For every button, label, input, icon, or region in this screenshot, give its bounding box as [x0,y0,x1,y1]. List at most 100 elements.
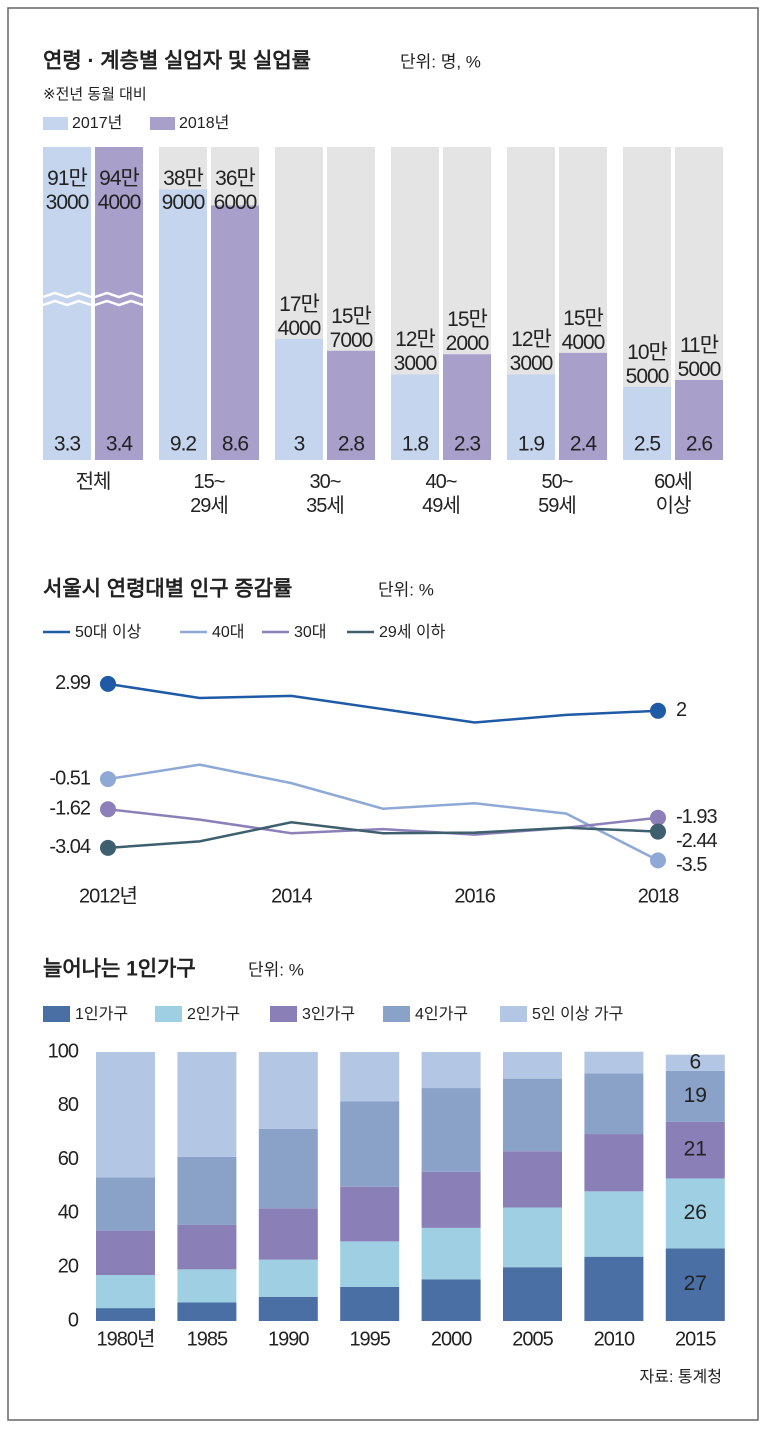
rate-label: 3.4 [106,433,134,456]
bar-segment [340,1101,400,1187]
frame [7,7,759,1421]
bar-segment [503,1207,562,1268]
y-tick-label: 60 [58,1148,79,1170]
bar-segment [665,1178,725,1249]
rate-label: 9.2 [170,433,197,456]
x-tick-label: 1995 [349,1328,390,1350]
bar-segment [258,1208,318,1260]
line [107,682,659,724]
legend-label: 2017년 [72,114,122,132]
x-tick-label: 15~ 29세 [190,471,229,517]
bar-segment [258,1259,318,1297]
data-label: -0.51 [49,767,90,789]
bar-segment [258,1052,318,1129]
value-label: 15만 4000 [561,306,606,354]
bar-segment [421,1052,481,1089]
y-tick-label: 40 [58,1202,79,1224]
data-label: 2.99 [55,672,91,694]
data-label: -3.5 [676,854,707,876]
bar-segment [96,1177,155,1231]
x-tick-label: 1990 [268,1328,309,1350]
bar-segment [258,1128,318,1209]
rate-label: 3.3 [54,433,81,456]
bar-segment [96,1230,155,1276]
rate-label: 2.8 [338,433,365,456]
bar [211,205,259,460]
bar-segment [177,1224,237,1270]
bar-segment [177,1302,237,1321]
bar-segment [503,1052,562,1079]
value-label: 15만 7000 [329,304,374,352]
rate-label: 8.6 [222,433,249,456]
x-tick-label: 2018 [638,885,679,907]
y-tick-label: 80 [58,1094,79,1116]
bar [623,386,671,460]
x-tick-label: 1985 [187,1328,228,1350]
bar-segment [665,1121,725,1179]
data-label: 26 [684,1201,707,1224]
point [650,823,666,840]
axis-break [94,291,144,299]
point [650,809,666,826]
bar-segment [340,1286,400,1321]
bar [391,374,439,460]
rate-label: 2.3 [454,433,481,456]
point [100,801,116,818]
x-tick-label: 40~ 49세 [422,471,461,517]
value-label: 17만 4000 [277,292,322,340]
bar [675,380,723,460]
bar-segment [584,1051,644,1074]
value-label: 94만 4000 [97,167,142,214]
bar [443,354,491,460]
bar [275,338,323,460]
legend-swatch [270,1006,297,1022]
bar-segment [258,1296,318,1321]
y-tick-label: 20 [58,1255,79,1277]
data-label: 2 [676,699,687,721]
x-tick-label: 전체 [75,471,112,493]
rate-label: 2.4 [570,433,598,456]
value-label: 36만 6000 [213,167,258,214]
legend-swatch [155,1006,182,1022]
rate-label: 1.8 [402,433,429,456]
note: ※전년 동월 대비 [43,86,147,103]
rate-label: 3 [294,433,305,456]
chart-title: 서울시 연령대별 인구 증감률 [43,578,292,601]
point [650,852,666,869]
data-label: 6 [689,1050,701,1073]
chart-title: 늘어나는 1인가구 [43,958,196,981]
line [107,808,659,836]
bar-segment [421,1279,481,1321]
point [100,839,116,856]
data-label: -1.62 [49,798,90,820]
y-tick-label: 100 [48,1040,79,1062]
rate-label: 2.6 [686,433,713,456]
bar-segment [96,1275,155,1309]
legend-swatch [383,1006,410,1022]
axis-break [42,291,92,299]
bar-segment [421,1227,481,1280]
bar-segment [96,1308,155,1321]
line [107,763,659,862]
bar-segment [503,1151,562,1208]
value-label: 91만 3000 [45,167,90,214]
bar-segment [665,1070,725,1122]
legend-label: 30대 [294,623,327,641]
bar-segment [665,1054,725,1071]
bar-segment [421,1171,481,1228]
bar-segment [584,1134,644,1192]
bar [159,189,207,460]
bar-segment [340,1052,400,1102]
data-label: 21 [684,1138,707,1161]
value-label: 10만 5000 [625,340,670,388]
bar-segment [421,1088,481,1172]
point [100,675,116,692]
bar-segment [503,1078,562,1152]
bar [559,352,607,460]
legend-label: 3인가구 [302,1005,355,1023]
bar-segment [177,1156,237,1225]
data-label: 19 [684,1084,707,1107]
rate-label: 2.5 [634,433,661,456]
